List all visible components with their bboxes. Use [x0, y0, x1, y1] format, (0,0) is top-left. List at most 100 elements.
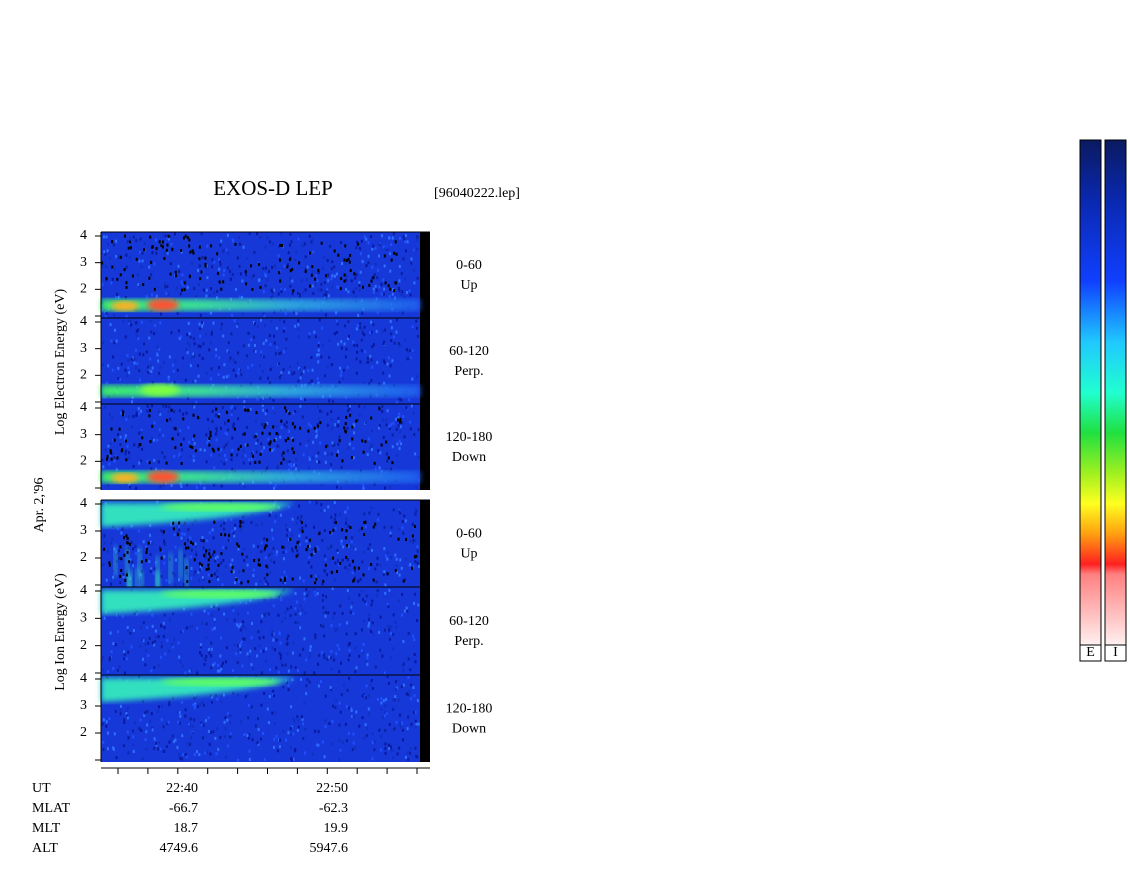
noise	[131, 425, 134, 429]
noise	[271, 242, 274, 246]
noise	[299, 626, 302, 630]
noise	[132, 628, 135, 632]
noise	[199, 538, 202, 542]
noise	[350, 279, 353, 283]
noise	[332, 654, 335, 658]
noise	[407, 715, 410, 719]
noise	[204, 751, 207, 755]
noise	[348, 706, 351, 710]
noise	[409, 293, 412, 297]
dropout	[216, 271, 219, 275]
noise	[353, 343, 356, 347]
noise	[316, 743, 319, 747]
noise	[351, 748, 354, 752]
noise	[106, 670, 109, 674]
noise	[199, 703, 202, 707]
noise	[346, 688, 349, 692]
noise	[285, 738, 288, 742]
noise	[346, 558, 349, 562]
noise	[338, 435, 341, 439]
noise	[307, 368, 310, 372]
noise	[370, 629, 373, 633]
noise	[135, 334, 138, 338]
noise	[132, 464, 135, 468]
noise	[310, 240, 313, 244]
noise	[200, 232, 203, 236]
noise	[334, 311, 337, 315]
dropout	[378, 407, 381, 411]
noise	[186, 483, 189, 487]
noise	[101, 363, 104, 367]
noise	[302, 737, 305, 741]
noise	[411, 541, 414, 545]
noise	[340, 465, 343, 469]
noise	[398, 279, 401, 283]
noise	[244, 454, 247, 458]
noise	[314, 729, 317, 733]
noise	[331, 399, 334, 403]
noise	[102, 747, 105, 751]
noise	[392, 647, 395, 651]
noise	[153, 323, 156, 327]
noise	[248, 733, 251, 737]
noise	[300, 677, 303, 681]
noise	[253, 322, 256, 326]
noise	[390, 326, 393, 330]
noise	[150, 273, 153, 277]
noise	[139, 237, 142, 241]
noise	[340, 346, 343, 350]
noise	[319, 624, 322, 628]
noise	[134, 551, 137, 555]
noise	[275, 437, 278, 441]
noise	[243, 547, 246, 551]
dropout	[186, 236, 189, 240]
noise	[352, 612, 355, 616]
colorbar-label: I	[1113, 645, 1118, 660]
noise	[272, 398, 275, 402]
noise	[303, 242, 306, 246]
noise	[398, 746, 401, 750]
noise	[210, 367, 213, 371]
noise	[241, 279, 244, 283]
noise	[246, 692, 249, 696]
noise	[220, 484, 223, 488]
noise	[414, 719, 417, 723]
noise	[294, 258, 297, 262]
noise	[273, 341, 276, 345]
noise	[186, 538, 189, 542]
noise	[271, 711, 274, 715]
noise	[171, 381, 174, 385]
noise	[360, 589, 363, 593]
noise	[140, 459, 143, 463]
dropout	[296, 541, 299, 545]
noise	[398, 439, 401, 443]
noise	[357, 579, 360, 583]
noise	[193, 573, 196, 577]
noise	[116, 292, 119, 296]
noise	[227, 374, 230, 378]
noise	[102, 655, 105, 659]
noise	[382, 418, 385, 422]
colorbar-label: E	[1086, 645, 1095, 660]
noise	[333, 501, 336, 505]
dropout	[217, 415, 220, 419]
noise	[217, 747, 220, 751]
dropout	[209, 434, 212, 438]
noise	[384, 710, 387, 714]
y-tick-label: 2	[80, 638, 87, 653]
noise	[198, 753, 201, 757]
noise	[331, 363, 334, 367]
noise	[358, 247, 361, 251]
dropout	[257, 558, 260, 562]
noise	[135, 365, 138, 369]
noise	[317, 451, 320, 455]
dropout	[239, 524, 242, 528]
noise	[218, 366, 221, 370]
noise	[404, 240, 407, 244]
noise	[125, 265, 128, 269]
noise	[415, 247, 418, 251]
dropout	[339, 562, 342, 566]
noise	[414, 660, 417, 664]
dropout	[315, 577, 318, 581]
noise	[286, 652, 289, 656]
